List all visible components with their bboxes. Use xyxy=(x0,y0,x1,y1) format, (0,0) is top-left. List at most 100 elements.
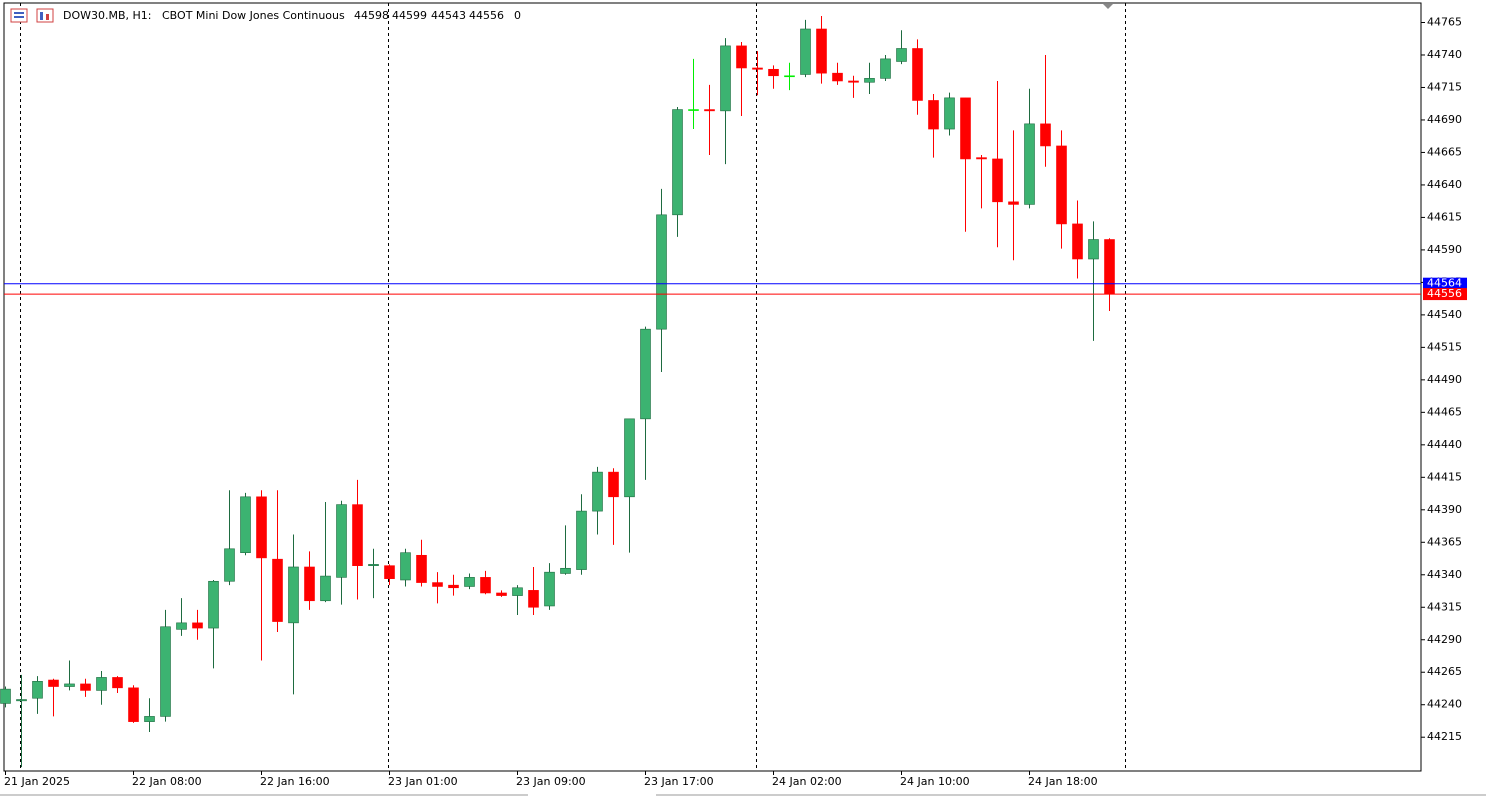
y-tick-label: 44340 xyxy=(1427,568,1462,581)
y-tick-label: 44590 xyxy=(1427,243,1462,256)
y-tick-label: 44515 xyxy=(1427,340,1462,353)
body xyxy=(0,688,11,704)
body xyxy=(48,679,59,687)
price-label: 44564 xyxy=(1427,277,1462,290)
body xyxy=(976,157,987,160)
body xyxy=(320,575,331,602)
icon xyxy=(46,14,49,20)
x-tick-label: 22 Jan 16:00 xyxy=(260,775,330,788)
y-tick-label: 44315 xyxy=(1427,600,1462,613)
tick-volume: 0 xyxy=(514,9,521,22)
body xyxy=(416,554,427,583)
body xyxy=(32,681,43,699)
y-tick-label: 44615 xyxy=(1427,210,1462,223)
body xyxy=(144,716,155,722)
body xyxy=(128,687,139,722)
plot-area xyxy=(3,2,1422,772)
body xyxy=(800,28,811,75)
y-tick-label: 44465 xyxy=(1427,405,1462,418)
icon xyxy=(14,12,24,14)
body xyxy=(752,67,763,70)
body xyxy=(240,496,251,553)
x-tick-label: 24 Jan 10:00 xyxy=(900,775,970,788)
x-tick-label: 22 Jan 08:00 xyxy=(132,775,202,788)
y-tick-label: 44240 xyxy=(1427,698,1462,711)
y-tick-label: 44390 xyxy=(1427,503,1462,516)
body xyxy=(944,97,955,130)
body xyxy=(96,677,107,691)
x-tick-label: 24 Jan 02:00 xyxy=(772,775,842,788)
price-label-box xyxy=(1423,277,1467,290)
body xyxy=(304,566,315,602)
body xyxy=(368,564,379,566)
y-tick-label: 44740 xyxy=(1427,48,1462,61)
body xyxy=(864,78,875,83)
header: DOW30.MB, H1: CBOT Mini Dow Jones Contin… xyxy=(10,8,521,23)
body xyxy=(576,510,587,570)
symbol: DOW30.MB, H1: xyxy=(63,9,152,22)
price-label: 44556 xyxy=(1427,287,1462,300)
body xyxy=(784,75,795,78)
body xyxy=(1040,123,1051,147)
description: CBOT Mini Dow Jones Continuous xyxy=(162,9,345,22)
body xyxy=(448,584,459,589)
x-tick-label: 23 Jan 01:00 xyxy=(388,775,458,788)
y-tick-label: 44215 xyxy=(1427,730,1462,743)
y-tick-label: 44640 xyxy=(1427,178,1462,191)
body xyxy=(720,45,731,112)
body xyxy=(832,72,843,82)
body xyxy=(464,577,475,587)
body xyxy=(992,158,1003,203)
body xyxy=(544,571,555,607)
body xyxy=(528,590,539,608)
y-tick-label: 44490 xyxy=(1427,373,1462,386)
y-tick-label: 44440 xyxy=(1427,438,1462,451)
y-tick-label: 44265 xyxy=(1427,665,1462,678)
quote-low: 44543 xyxy=(431,9,466,22)
body xyxy=(896,48,907,62)
shift-marker xyxy=(1103,4,1113,9)
body xyxy=(432,582,443,587)
body xyxy=(256,496,267,559)
body xyxy=(64,683,75,687)
body xyxy=(880,58,891,79)
quote-close: 44556 xyxy=(469,9,504,22)
y-tick-label: 44365 xyxy=(1427,535,1462,548)
body xyxy=(912,48,923,101)
y-tick-label: 44715 xyxy=(1427,80,1462,93)
body xyxy=(496,592,507,596)
body xyxy=(272,558,283,622)
body xyxy=(336,504,347,578)
y-tick-label: 44290 xyxy=(1427,633,1462,646)
body xyxy=(688,109,699,111)
body xyxy=(160,626,171,717)
y-tick-label: 44665 xyxy=(1427,145,1462,158)
body xyxy=(768,68,779,77)
price-label-box xyxy=(1423,288,1467,301)
body xyxy=(672,109,683,216)
body xyxy=(1008,201,1019,205)
body xyxy=(640,328,651,420)
body xyxy=(400,552,411,581)
body xyxy=(512,587,523,596)
body xyxy=(624,418,635,498)
body xyxy=(1072,223,1083,260)
icon xyxy=(14,16,24,18)
body xyxy=(224,548,235,582)
body xyxy=(384,565,395,579)
x-tick-label: 23 Jan 17:00 xyxy=(644,775,714,788)
body xyxy=(560,567,571,574)
icon xyxy=(10,8,28,23)
y-tick-label: 44540 xyxy=(1427,308,1462,321)
body xyxy=(592,471,603,512)
body xyxy=(16,699,27,702)
quote-high: 44599 xyxy=(392,9,427,22)
icon xyxy=(36,8,54,23)
x-tick-label: 21 Jan 2025 xyxy=(4,775,70,788)
body xyxy=(1088,239,1099,260)
quote-open: 44598 xyxy=(354,9,389,22)
body xyxy=(1056,145,1067,225)
body xyxy=(608,471,619,498)
body xyxy=(352,504,363,566)
